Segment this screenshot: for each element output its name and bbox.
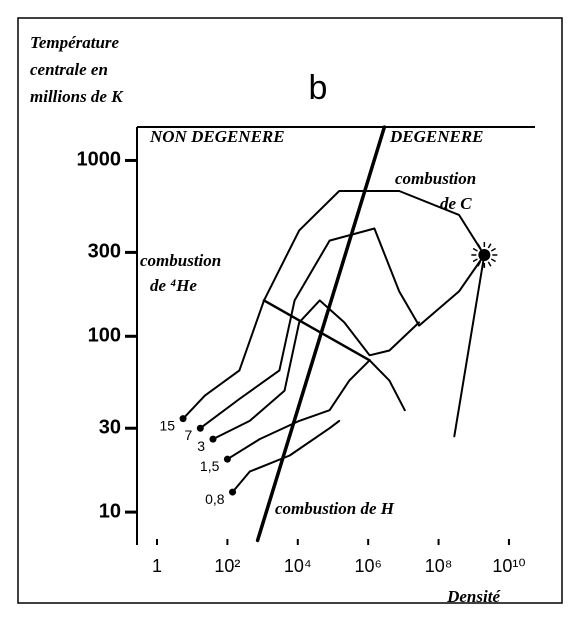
star-ray — [472, 258, 478, 263]
y-tick-label: 300 — [88, 241, 121, 263]
star-ray — [487, 261, 492, 267]
y-tick-label: 100 — [88, 325, 121, 347]
annotation: DEGENERE — [389, 127, 484, 146]
frame — [17, 17, 563, 604]
star-core — [478, 248, 491, 261]
series-label: 15 — [159, 417, 175, 433]
boundary-line — [262, 299, 371, 362]
star-ray — [477, 243, 481, 249]
annotation: de C — [440, 194, 472, 213]
series-label: 3 — [197, 438, 205, 454]
x-tick-label: 10¹⁰ — [492, 556, 525, 576]
series-label: 0,8 — [205, 491, 225, 507]
y-label: centrale en — [30, 60, 108, 79]
annotation: combustion — [395, 169, 476, 188]
annotation: combustion — [140, 251, 221, 270]
track-start — [179, 415, 187, 423]
series-label: 1,5 — [200, 458, 220, 474]
track — [182, 190, 486, 438]
x-tick-label: 10⁴ — [284, 556, 312, 576]
star-ray — [490, 258, 496, 263]
track-start — [196, 424, 204, 432]
star — [471, 241, 498, 268]
x-tick-label: 10² — [214, 556, 240, 576]
track — [226, 359, 406, 461]
annotation: NON DEGENERE — [149, 127, 285, 146]
track-start — [223, 455, 231, 463]
x-tick-label: 10⁸ — [425, 556, 453, 576]
star-ray — [477, 261, 481, 267]
y-tick-label: 30 — [99, 416, 121, 438]
series-label: 7 — [185, 427, 193, 443]
x-tick-label: 1 — [152, 556, 162, 576]
track — [231, 419, 341, 494]
track — [212, 299, 421, 441]
annotation: combustion de H — [275, 499, 395, 518]
star-ray — [490, 247, 496, 252]
track-start — [229, 488, 237, 496]
track-start — [209, 435, 217, 443]
x-tick-label: 10⁶ — [354, 556, 381, 576]
star-ray — [487, 243, 492, 249]
chart-title: b — [309, 69, 328, 107]
y-tick-label: 10 — [99, 500, 121, 522]
y-label: Température — [30, 33, 120, 52]
x-label: Densité — [446, 587, 501, 606]
star-ray — [472, 247, 478, 252]
y-tick-label: 1000 — [77, 149, 122, 171]
annotation: de ⁴He — [150, 276, 197, 295]
y-label: millions de K — [30, 87, 124, 106]
